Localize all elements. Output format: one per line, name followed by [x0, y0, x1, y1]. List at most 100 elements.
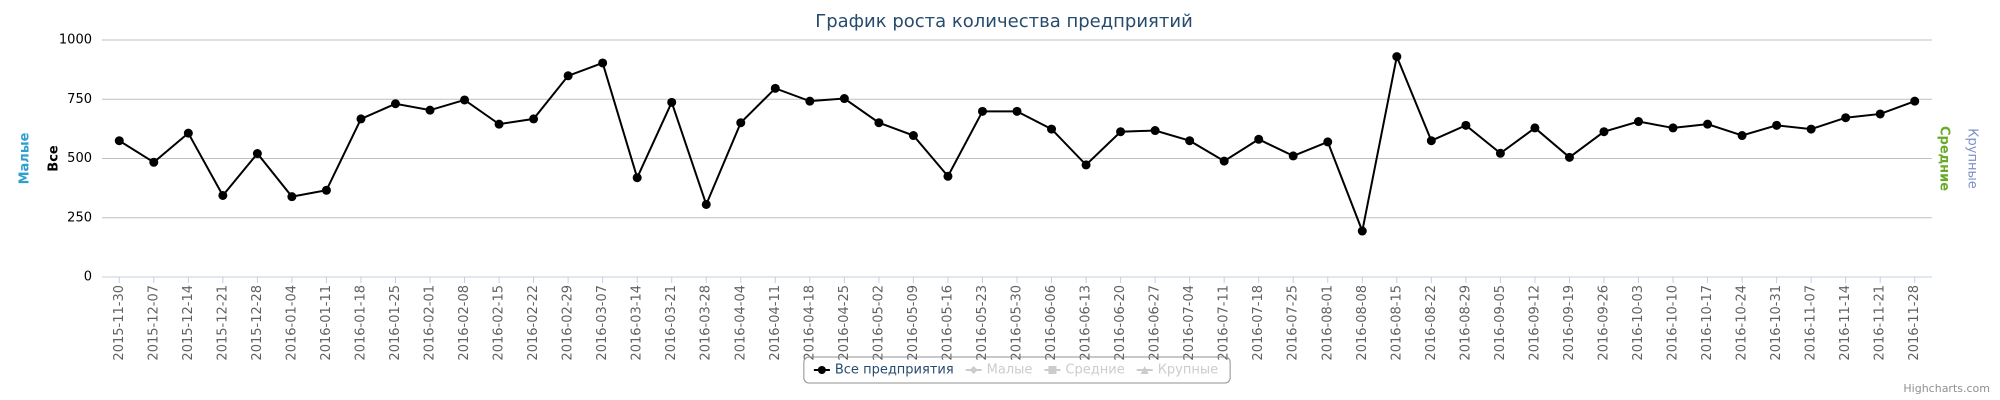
- x-tick-label: 2016-07-25: [1286, 285, 1301, 361]
- x-tick-label: 2016-10-24: [1735, 285, 1750, 361]
- point: [1323, 137, 1333, 147]
- point: [390, 99, 400, 109]
- x-tick-label: 2016-09-12: [1527, 285, 1542, 361]
- x-tick-label: 2016-03-14: [630, 285, 645, 361]
- point: [1081, 160, 1091, 170]
- y-tick-label: 0: [84, 270, 92, 285]
- point: [563, 71, 573, 81]
- legend-label: Средние: [1065, 363, 1124, 378]
- x-tick-label: 2016-02-29: [561, 285, 576, 361]
- point: [287, 192, 297, 202]
- x-tick-label: 2016-07-11: [1217, 285, 1232, 361]
- chart-title: График роста количества предприятий: [815, 11, 1193, 32]
- point: [1599, 127, 1609, 137]
- legend-label: Все предприятия: [835, 363, 954, 378]
- point: [529, 114, 539, 124]
- x-tick-label: 2016-01-04: [284, 285, 299, 361]
- point: [1288, 151, 1298, 161]
- x-tick-label: 2016-05-16: [940, 285, 955, 361]
- point: [632, 173, 642, 183]
- point: [1772, 120, 1782, 130]
- y-tick-label: 250: [67, 210, 92, 225]
- legend-label: Малые: [987, 363, 1033, 378]
- x-tick-label: 2016-08-22: [1424, 285, 1439, 361]
- x-tick-label: 2016-04-25: [837, 285, 852, 361]
- y-axis-title: Средние: [1937, 126, 1952, 191]
- y-tick-label: 500: [67, 151, 92, 166]
- point: [1703, 119, 1713, 129]
- point: [1806, 124, 1816, 134]
- point: [1737, 131, 1747, 141]
- x-tick-label: 2016-02-22: [526, 285, 541, 361]
- point: [839, 94, 849, 104]
- point: [943, 171, 953, 181]
- x-tick-label: 2016-08-08: [1355, 285, 1370, 361]
- legend-symbol: [817, 366, 826, 374]
- y-tick-label: 750: [67, 92, 92, 107]
- legend-item[interactable]: Крупные: [1136, 363, 1218, 378]
- point: [1634, 117, 1644, 127]
- legend-symbol: [1048, 366, 1057, 374]
- legend-symbol: [1140, 366, 1149, 374]
- point: [425, 105, 435, 115]
- legend: Все предприятия Малые Средние Крупные: [803, 356, 1231, 384]
- x-tick-label: 2016-03-07: [595, 285, 610, 361]
- point: [183, 128, 193, 138]
- x-tick-label: 2016-09-26: [1596, 285, 1611, 361]
- point: [460, 95, 470, 105]
- x-tick-label: 2016-06-13: [1079, 285, 1094, 361]
- point: [1357, 226, 1367, 236]
- legend-item[interactable]: Средние: [1044, 363, 1125, 378]
- x-tick-label: 2015-12-14: [181, 285, 196, 361]
- series-line: [118, 53, 1916, 235]
- x-tick-label: 2016-07-04: [1182, 285, 1197, 361]
- y-axis-title: Все: [47, 145, 62, 172]
- x-tick-label: 2016-04-11: [768, 285, 783, 361]
- x-tick-label: 2016-05-23: [975, 285, 990, 361]
- point: [114, 136, 124, 146]
- x-tick-label: 2016-08-15: [1389, 285, 1404, 361]
- x-tick-label: 2016-05-02: [871, 285, 886, 361]
- point: [667, 97, 677, 107]
- point: [701, 199, 711, 209]
- point: [1668, 123, 1678, 133]
- x-tick-label: 2016-06-27: [1148, 285, 1163, 361]
- x-tick-label: 2015-12-28: [250, 285, 265, 361]
- point: [494, 119, 504, 129]
- y-axis-title: Крупные: [1965, 128, 1980, 188]
- x-tick-label: 2015-11-30: [112, 285, 127, 361]
- point: [1495, 148, 1505, 158]
- x-tick-label: 2016-01-25: [388, 285, 403, 361]
- legend-item[interactable]: Все предприятия: [813, 363, 954, 378]
- point: [1185, 136, 1195, 146]
- legend-symbol: [969, 366, 978, 374]
- x-tick-label: 2016-04-04: [733, 285, 748, 361]
- x-tick-label: 2016-09-19: [1562, 285, 1577, 361]
- legend-box: [803, 356, 1231, 384]
- x-tick-label: 2016-02-15: [492, 285, 507, 361]
- point: [598, 58, 608, 68]
- x-tick-label: 2016-02-08: [457, 285, 472, 361]
- credits[interactable]: Highcharts.com: [1903, 382, 1990, 395]
- point: [1875, 109, 1885, 119]
- x-tick-label: 2016-10-31: [1769, 285, 1784, 361]
- x-tick-label: 2016-08-29: [1458, 285, 1473, 361]
- x-tick-label: 2016-05-30: [1010, 285, 1025, 361]
- x-tick-label: 2016-03-21: [664, 285, 679, 361]
- point: [1219, 156, 1229, 166]
- point: [770, 83, 780, 93]
- point: [1910, 96, 1920, 106]
- y-tick-label: 1000: [59, 33, 92, 48]
- x-tick-label: 2016-05-09: [906, 285, 921, 361]
- x-tick-label: 2016-10-10: [1666, 285, 1681, 361]
- x-tick-label: 2016-02-01: [423, 285, 438, 361]
- x-tick-label: 2016-10-17: [1700, 285, 1715, 361]
- x-tick-label: 2016-01-18: [353, 285, 368, 361]
- point: [1254, 134, 1264, 144]
- x-tick-label: 2016-06-06: [1044, 285, 1059, 361]
- x-tick-label: 2016-11-28: [1907, 285, 1922, 361]
- x-tick-label: 2016-04-18: [802, 285, 817, 361]
- legend-item[interactable]: Малые: [965, 363, 1033, 378]
- point: [1116, 127, 1126, 137]
